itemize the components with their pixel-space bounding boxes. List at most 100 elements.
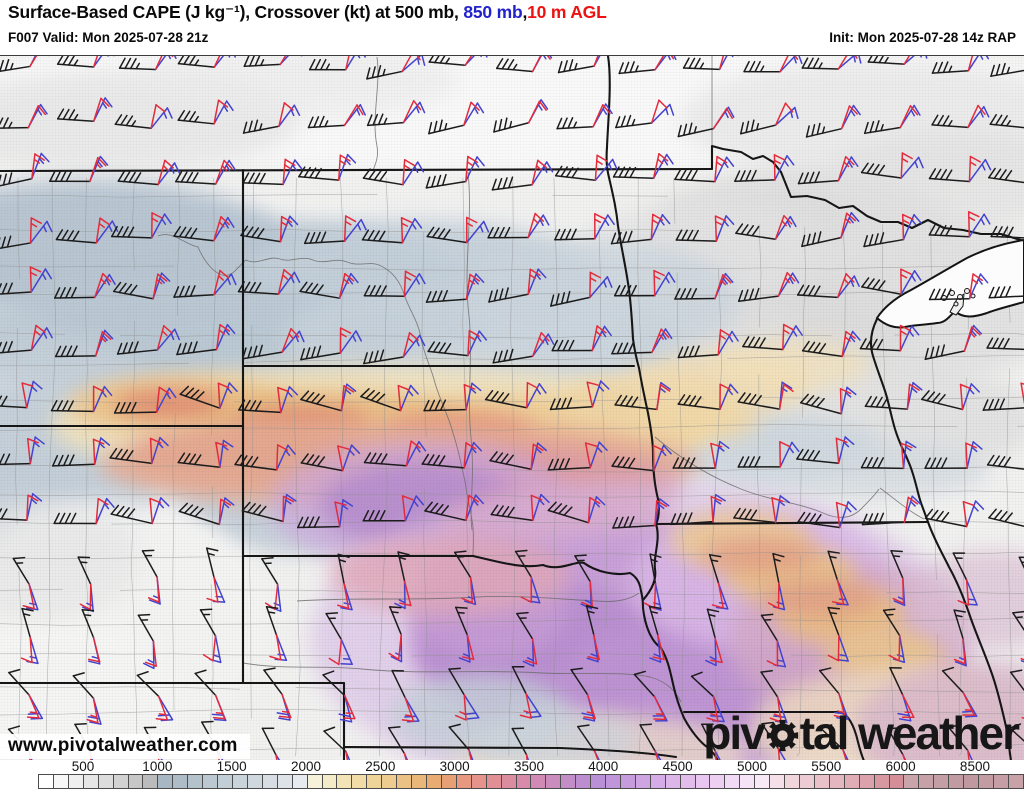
wind-barb-station — [743, 56, 803, 73]
geography-layer — [0, 56, 1024, 760]
colorbar-cell — [546, 775, 562, 788]
title-segment: , — [522, 2, 528, 22]
colorbar-cell — [486, 775, 502, 788]
wind-barb-station — [490, 493, 550, 522]
wind-barb-station — [8, 668, 44, 720]
wind-barb-station — [487, 212, 550, 239]
colorbar-cell — [934, 775, 950, 788]
wind-barb-station — [547, 496, 606, 524]
wind-barb-station — [924, 324, 983, 361]
colorbar-cell — [755, 775, 771, 788]
wind-barb-station — [614, 381, 671, 411]
wind-barb-station — [618, 56, 677, 75]
wind-barb-station — [491, 159, 554, 191]
page-title: Surface-Based CAPE (J kg⁻¹), Crossover (… — [8, 2, 607, 23]
wind-barb-station — [206, 547, 226, 603]
wind-barb-station — [819, 667, 849, 720]
wind-barb-station — [50, 385, 113, 413]
wind-barb-station — [363, 270, 426, 298]
wind-barb-station — [111, 212, 172, 239]
colorbar-cell — [665, 775, 681, 788]
wind-barb-station — [928, 211, 991, 238]
colorbar-footer: 500 1000 1500 2000 2500 3000 3500 4000 4500 5000 5… — [0, 759, 1024, 791]
wind-barb-station — [615, 99, 675, 129]
wind-barb-station — [308, 56, 366, 71]
wind-barb-station — [394, 551, 412, 610]
wind-barb-station — [928, 155, 992, 183]
wind-barb-station — [827, 606, 849, 662]
colorbar-cell — [456, 775, 472, 788]
pivotal-weather-logo: piv tal weather — [703, 710, 1020, 756]
wind-barb-station — [488, 268, 547, 303]
wind-barb-station — [141, 549, 161, 605]
colorbar-cell — [874, 775, 890, 788]
wind-barb-station — [489, 442, 547, 471]
wind-barb-station — [674, 272, 734, 300]
colorbar-cell — [98, 775, 114, 788]
colorbar-tick-label: 3500 — [513, 759, 544, 774]
wind-barb-station — [173, 269, 237, 298]
cape-fill-layer — [0, 56, 1024, 760]
wind-barb-station — [516, 611, 538, 667]
wind-barb-station — [110, 497, 170, 525]
wind-barb-station — [585, 605, 600, 663]
wind-barb-station — [797, 156, 859, 185]
wind-barb-station — [742, 323, 803, 351]
wind-barb-station — [639, 723, 670, 760]
colorbar-cell — [650, 775, 666, 788]
wind-barb-station — [860, 152, 924, 179]
wind-barb-station — [611, 444, 672, 472]
watermark: www.pivotalweather.com — [0, 734, 250, 759]
wind-barb-station — [797, 501, 857, 529]
wind-barb-station — [118, 56, 177, 71]
wind-barb-station — [989, 114, 1024, 129]
wind-barb-station — [241, 493, 297, 523]
colorbar-cell — [919, 775, 935, 788]
colorbar-cell — [128, 775, 144, 788]
wind-barb-station — [242, 102, 301, 134]
wind-barb-station — [861, 495, 922, 526]
wind-barb-station — [178, 497, 235, 526]
wind-barb-station — [307, 104, 366, 129]
wind-barb-station — [366, 56, 426, 80]
colorbar-cell — [262, 775, 278, 788]
wind-barb-station — [924, 441, 983, 469]
colorbar-cell — [516, 775, 532, 788]
wind-barb-station — [796, 436, 855, 464]
wind-barb-station — [0, 324, 53, 355]
wind-barb-station — [633, 670, 668, 722]
wind-barb-station — [428, 101, 485, 135]
colorbar-cell — [83, 775, 99, 788]
colorbar — [38, 774, 1024, 789]
colorbar-tick-label: 4500 — [662, 759, 693, 774]
wind-barb-station — [1018, 556, 1024, 586]
wind-barb-station — [423, 382, 482, 412]
wind-barb-station — [887, 727, 915, 760]
wind-barb-station — [81, 608, 101, 665]
colorbar-cell — [322, 775, 338, 788]
wind-barb-station — [613, 269, 676, 297]
wind-barb-station — [424, 494, 484, 522]
wind-barb-station — [363, 440, 427, 467]
colorbar-cell — [829, 775, 845, 788]
colorbar-cell — [770, 775, 786, 788]
wind-barb-station — [113, 386, 177, 414]
wind-barb-station — [337, 553, 353, 611]
wind-barb-station — [701, 723, 729, 760]
wind-barb-station — [238, 386, 299, 414]
wind-barb-station — [265, 606, 288, 661]
wind-barb-station — [610, 213, 671, 245]
wind-barb-station — [360, 384, 419, 412]
colorbar-cell — [337, 775, 353, 788]
wind-barb-station — [931, 104, 990, 129]
colorbar-cell — [426, 775, 442, 788]
wind-barb-station — [113, 272, 171, 300]
wind-barb-station — [448, 723, 479, 760]
colorbar-cell — [232, 775, 248, 788]
colorbar-cell — [844, 775, 860, 788]
wind-barb-station — [551, 325, 612, 352]
wind-barb-station — [0, 436, 45, 466]
wind-barb-station — [1009, 669, 1024, 722]
wind-barb-station — [611, 328, 673, 355]
wind-barb-station — [670, 494, 726, 526]
